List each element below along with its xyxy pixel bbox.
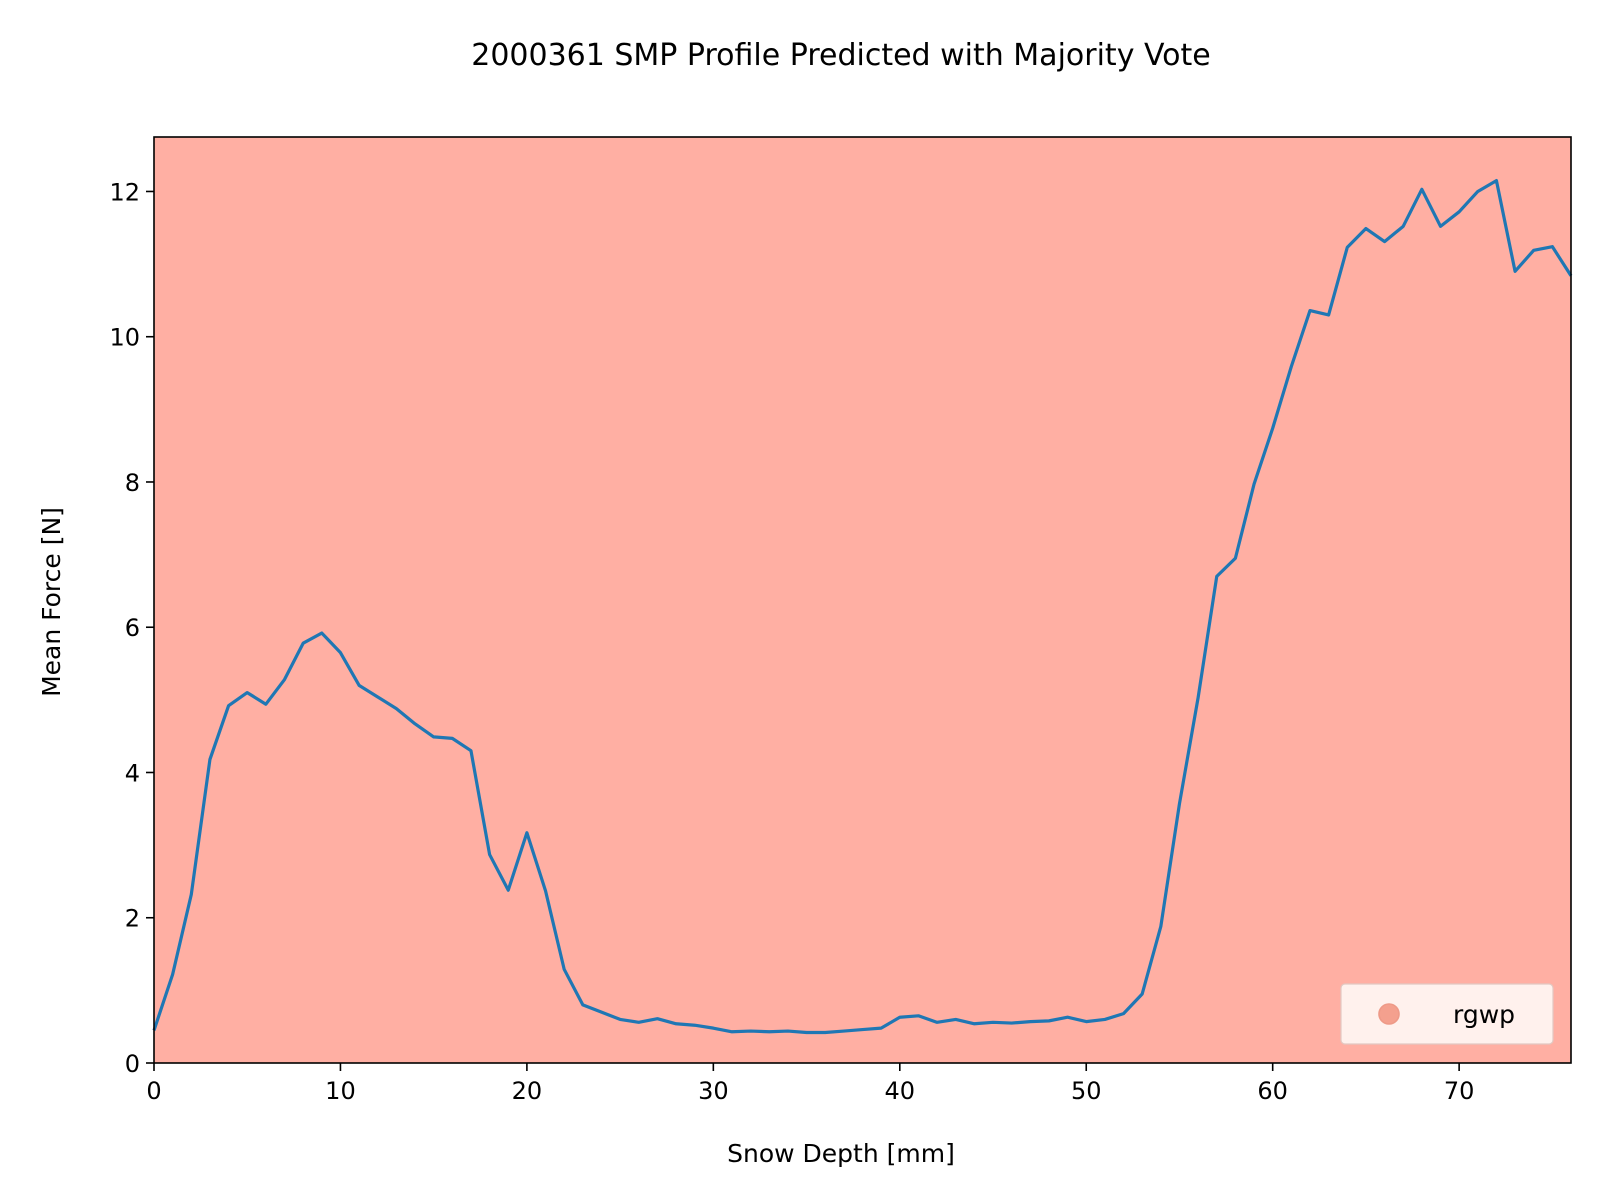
y-tick-label: 12 — [109, 178, 140, 206]
plot-frame — [153, 136, 1572, 1064]
legend-box — [1340, 983, 1554, 1045]
y-tick-label: 2 — [125, 905, 140, 933]
plot-background — [154, 137, 1571, 1063]
x-tick-label: 30 — [698, 1077, 729, 1105]
x-tick-label: 0 — [146, 1077, 161, 1105]
series-line-0 — [152, 178, 1573, 1035]
x-tick-label: 60 — [1257, 1077, 1288, 1105]
x-tick-label: 50 — [1071, 1077, 1102, 1105]
data-layer — [152, 178, 1573, 1035]
legend-marker — [1378, 1003, 1400, 1025]
y-tick-label: 6 — [125, 614, 140, 642]
x-axis-ticks: 0 10 20 30 40 50 60 70 — [146, 1063, 1474, 1105]
chart-title: 2000361 SMP Profile Predicted with Major… — [471, 38, 1211, 73]
legend: rgwp — [1340, 983, 1554, 1045]
y-axis-label: Mean Force [N] — [37, 507, 66, 697]
y-tick-label: 0 — [125, 1050, 140, 1078]
x-axis-label: Snow Depth [mm] — [727, 1139, 955, 1168]
x-tick-label: 10 — [325, 1077, 356, 1105]
y-axis-ticks: 0 2 4 6 8 10 12 — [109, 178, 154, 1078]
y-tick-label: 4 — [125, 759, 140, 787]
y-tick-label: 10 — [109, 324, 140, 352]
x-tick-label: 40 — [885, 1077, 916, 1105]
x-tick-label: 20 — [512, 1077, 543, 1105]
legend-label: rgwp — [1453, 1000, 1515, 1029]
x-tick-label: 70 — [1444, 1077, 1475, 1105]
y-tick-label: 8 — [125, 469, 140, 497]
